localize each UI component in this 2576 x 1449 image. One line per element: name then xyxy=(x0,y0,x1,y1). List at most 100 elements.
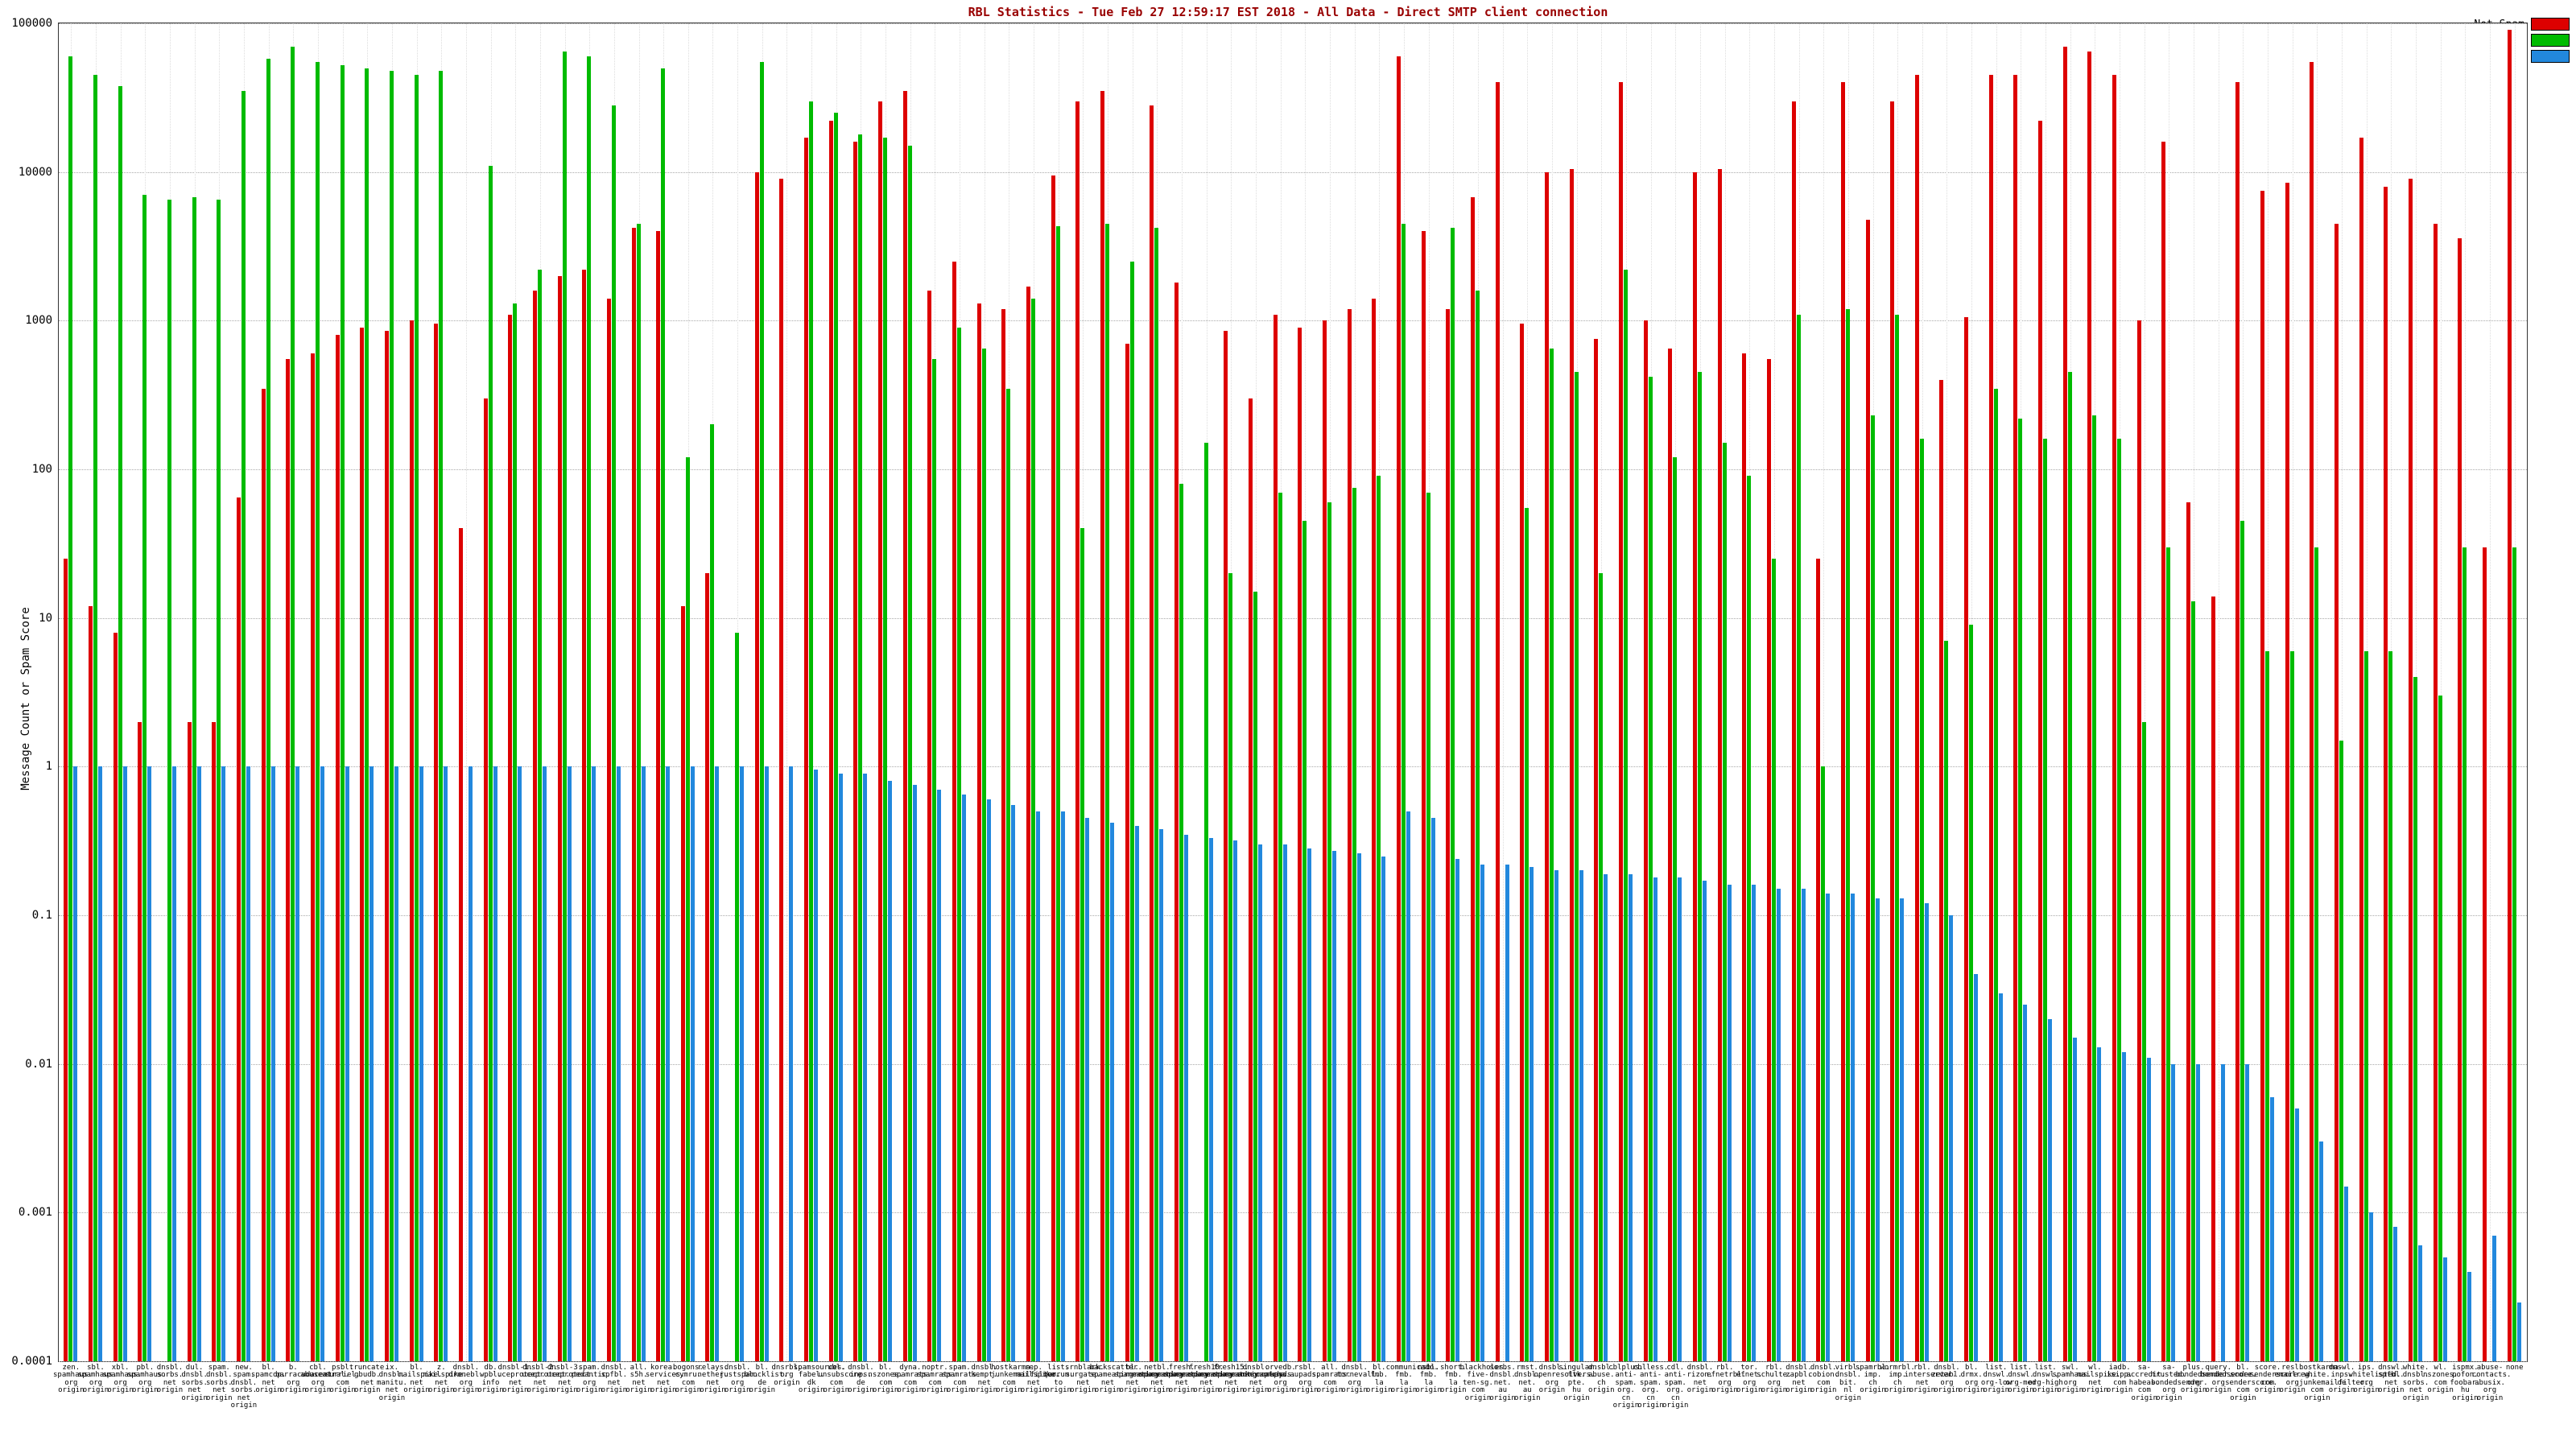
bar-not-spam xyxy=(2359,138,2363,1361)
bar-score-0-1- xyxy=(2344,1186,2349,1361)
bar-spam xyxy=(414,75,419,1361)
x-tick-label: dnsrbl. org origin xyxy=(771,1364,803,1387)
x-tick-label: resl. emailreg. org origin xyxy=(2274,1364,2314,1395)
bar-spam xyxy=(685,457,690,1361)
bar-spam xyxy=(611,105,616,1361)
bar-spam xyxy=(1747,476,1752,1361)
bar-not-spam xyxy=(1618,82,1623,1361)
bar-score-0-1- xyxy=(1554,870,1558,1361)
bar-score-0-1- xyxy=(468,766,473,1361)
x-tick-label: list. quorum. to origin xyxy=(1042,1364,1074,1395)
bar-not-spam xyxy=(1322,320,1327,1361)
x-tick-label: ubl. unsubscore. com origin xyxy=(818,1364,867,1395)
bar-score-0-1- xyxy=(394,766,398,1361)
bar-not-spam xyxy=(2285,182,2289,1361)
bar-not-spam xyxy=(2038,121,2043,1361)
y-tick-label: 0.001 xyxy=(18,1206,52,1220)
x-tick-label: spam. pedantic. org origin xyxy=(571,1364,611,1395)
bar-not-spam xyxy=(1495,82,1500,1361)
bar-not-spam xyxy=(2433,223,2438,1361)
bar-not-spam xyxy=(335,335,340,1361)
bar-not-spam xyxy=(2483,547,2487,1361)
bar-not-spam xyxy=(1026,286,1031,1361)
bar-spam xyxy=(1129,261,1134,1361)
bar-not-spam xyxy=(1174,283,1179,1361)
bar-spam xyxy=(2314,547,2319,1361)
bar-spam xyxy=(93,75,97,1361)
y-gridline xyxy=(59,1063,2527,1065)
x-tick-label: tor. efnet. org origin xyxy=(1736,1364,1763,1395)
bar-score-0-1- xyxy=(1184,834,1189,1361)
bar-score-0-1- xyxy=(419,766,423,1361)
bar-spam xyxy=(636,223,641,1361)
y-gridline xyxy=(59,617,2527,619)
bar-score-0-1- xyxy=(1480,864,1484,1361)
bar-score-0-1- xyxy=(2418,1245,2423,1361)
x-tick-label: spamsources. fabel. dk origin xyxy=(793,1364,846,1395)
bar-not-spam xyxy=(2087,51,2092,1361)
bar-spam xyxy=(291,46,295,1361)
bar-score-0-1- xyxy=(2220,1063,2225,1361)
bar-spam xyxy=(488,166,493,1361)
bar-not-spam xyxy=(434,324,439,1361)
x-tick-label: swl. spamhaus. org origin xyxy=(2052,1364,2092,1395)
bar-score-0-1- xyxy=(270,766,275,1361)
bar-spam xyxy=(883,138,888,1361)
bar-spam xyxy=(1278,492,1282,1361)
bar-not-spam xyxy=(2013,75,2018,1361)
bar-not-spam xyxy=(680,606,685,1361)
bar-score-0-1- xyxy=(1579,870,1583,1361)
legend-swatch-spam xyxy=(2531,34,2570,47)
bar-spam xyxy=(1105,223,1110,1361)
x-tick-label: list. dnswl. org-med origin xyxy=(2005,1364,2037,1395)
bar-score-0-1- xyxy=(1752,885,1757,1361)
x-tick-label: bl. blocklist. de origin xyxy=(744,1364,788,1395)
x-tick-label: dul. dnsbl. sorbs. net origin xyxy=(181,1364,208,1402)
bar-score-0-1- xyxy=(369,766,374,1361)
bar-spam xyxy=(932,359,937,1361)
bar-spam xyxy=(759,61,764,1361)
x-gridline xyxy=(2490,23,2491,1361)
bar-spam xyxy=(241,91,246,1361)
bar-not-spam xyxy=(64,559,68,1361)
bar-score-0-1- xyxy=(1826,894,1831,1361)
bar-spam xyxy=(365,68,369,1361)
bar-not-spam xyxy=(1125,343,1129,1361)
bar-not-spam xyxy=(1051,175,1055,1361)
bar-score-0-1- xyxy=(1924,903,1929,1361)
bar-spam xyxy=(1253,592,1257,1361)
bar-spam xyxy=(217,200,221,1361)
bar-not-spam xyxy=(212,721,217,1361)
bar-spam xyxy=(1426,492,1430,1361)
x-tick-label: plus. bondedsender. org origin xyxy=(2175,1364,2233,1395)
y-tick-label: 10 xyxy=(39,611,52,625)
bar-not-spam xyxy=(1298,327,1302,1361)
x-tick-label: wormrbl. imp. ch origin xyxy=(1880,1364,1915,1395)
bar-spam xyxy=(2043,439,2048,1361)
bar-spam xyxy=(192,196,196,1361)
x-tick-label: wl. mailspike. net origin xyxy=(2077,1364,2121,1395)
bar-not-spam xyxy=(952,261,957,1361)
legend-swatch-score-0-1- xyxy=(2531,50,2570,63)
bar-not-spam xyxy=(1470,196,1475,1361)
bar-spam xyxy=(809,101,814,1361)
bar-score-0-1- xyxy=(1505,864,1509,1361)
x-tick-label: abuse-contacts. abusix. org origin xyxy=(2471,1364,2512,1402)
bar-score-0-1- xyxy=(2048,1019,2053,1361)
bar-score-0-1- xyxy=(764,766,769,1361)
x-tick-label: orvedb. aupads. org origin xyxy=(1265,1364,1296,1395)
bar-score-0-1- xyxy=(1406,811,1410,1361)
x-tick-label: dnsbl. zetabl. org origin xyxy=(1931,1364,1963,1395)
bar-not-spam xyxy=(2458,237,2462,1361)
x-tick-label: dnswl. inps. de origin xyxy=(2328,1364,2355,1395)
bar-spam xyxy=(389,70,394,1361)
x-tick-label: iadb. isipp. com origin xyxy=(2106,1364,2133,1395)
bar-not-spam xyxy=(1594,339,1599,1361)
x-gridline xyxy=(1502,23,1504,1361)
bar-score-0-1- xyxy=(345,766,349,1361)
bar-spam xyxy=(1821,766,1826,1361)
bar-spam xyxy=(2413,677,2418,1361)
bar-not-spam xyxy=(656,231,661,1361)
bar-score-0-1- xyxy=(97,766,102,1361)
bar-score-0-1- xyxy=(2467,1271,2472,1361)
